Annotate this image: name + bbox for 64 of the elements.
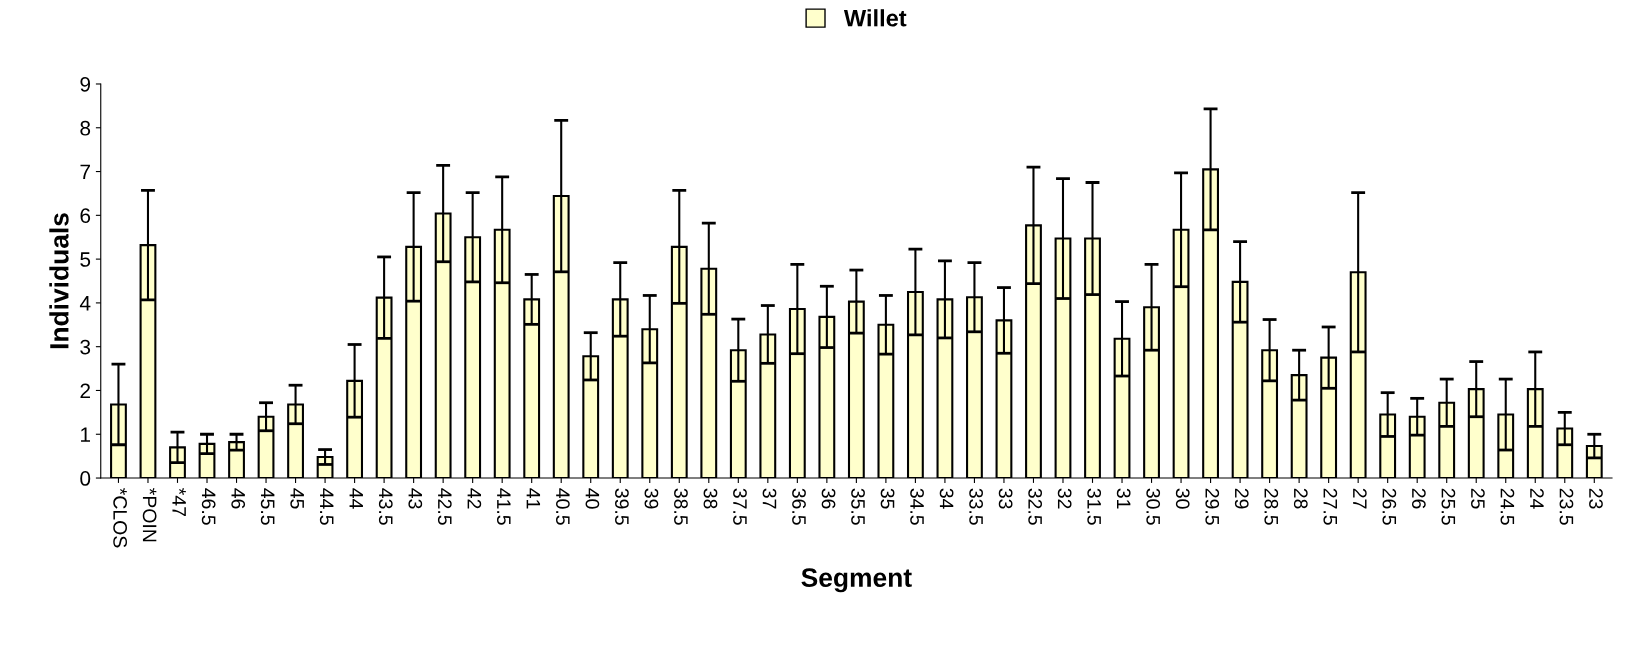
y-tick-label: 0 — [80, 471, 91, 486]
x-tick-label: *POIN — [142, 488, 157, 542]
y-tick-label: 2 — [80, 383, 90, 399]
x-axis-title: Segment — [801, 568, 912, 593]
x-tick-label: 31.5 — [1087, 488, 1102, 525]
x-tick-label: 36.5 — [792, 488, 806, 525]
x-tick-label: 34 — [939, 488, 954, 509]
x-tick-label: 33 — [998, 488, 1013, 509]
x-tick-label: 39 — [644, 488, 659, 509]
x-tick-label: 35 — [880, 488, 895, 509]
y-tick-label: 7 — [80, 164, 90, 180]
x-tick-label: 45.5 — [260, 488, 275, 525]
x-tick-label: 26.5 — [1382, 488, 1397, 525]
x-tick-label: 34.5 — [910, 488, 924, 525]
y-tick-label: 3 — [80, 339, 91, 355]
y-tick-label: 9 — [80, 76, 91, 92]
x-tick-label: 43.5 — [378, 488, 393, 525]
x-tick-label: 31 — [1116, 488, 1131, 509]
x-tick-label: 36 — [821, 488, 836, 509]
x-tick-label: 25 — [1471, 488, 1485, 509]
x-tick-label: 37.5 — [733, 488, 747, 525]
x-tick-label: 45 — [290, 488, 304, 509]
legend-label: Willet — [843, 9, 907, 27]
x-tick-label: 30 — [1175, 488, 1190, 509]
x-tick-label: 44 — [349, 488, 363, 509]
x-tick-label: *47 — [172, 488, 186, 516]
x-tick-label: 41.5 — [496, 488, 511, 525]
x-tick-label: 37 — [762, 488, 777, 509]
x-tick-label: 38 — [703, 488, 718, 509]
y-tick-label: 5 — [80, 252, 91, 267]
x-tick-label: 33.5 — [969, 488, 983, 525]
x-tick-label: 40.5 — [555, 488, 570, 525]
x-tick-label: 25.5 — [1441, 488, 1456, 525]
x-tick-label: *CLOS — [113, 488, 128, 548]
x-tick-label: 39.5 — [615, 488, 629, 525]
y-tick-label: 4 — [79, 296, 91, 311]
y-tick-label: 8 — [80, 120, 91, 136]
y-tick-label: 1 — [81, 427, 91, 442]
x-tick-label: 24 — [1530, 488, 1544, 509]
x-tick-label: 28.5 — [1264, 488, 1279, 525]
x-tick-label: 41 — [526, 488, 541, 509]
x-tick-label: 44.5 — [319, 488, 334, 525]
x-tick-label: 24.5 — [1500, 488, 1515, 525]
x-tick-label: 29.5 — [1205, 488, 1220, 525]
x-tick-label: 38.5 — [674, 488, 688, 525]
x-tick-label: 32.5 — [1028, 488, 1043, 525]
x-tick-label: 32 — [1057, 488, 1072, 509]
x-tick-label: 42 — [467, 488, 482, 509]
x-tick-label: 27.5 — [1323, 488, 1338, 525]
x-tick-label: 43 — [408, 488, 423, 509]
x-tick-label: 27 — [1353, 488, 1367, 509]
x-tick-label: 28 — [1293, 488, 1308, 509]
x-tick-label: 46.5 — [201, 488, 216, 525]
x-tick-label: 46 — [231, 488, 246, 509]
x-tick-label: 40 — [585, 488, 600, 509]
x-tick-label: 23 — [1589, 488, 1603, 509]
x-tick-label: 35.5 — [851, 488, 865, 525]
y-axis-title: Individuals — [49, 213, 69, 349]
x-tick-label: 26 — [1411, 488, 1426, 509]
x-tick-label: 30.5 — [1146, 488, 1161, 525]
x-tick-label: 23.5 — [1559, 488, 1574, 525]
y-tick-label: 6 — [80, 208, 91, 224]
x-tick-label: 29 — [1234, 488, 1249, 509]
x-tick-label: 42.5 — [437, 488, 452, 525]
